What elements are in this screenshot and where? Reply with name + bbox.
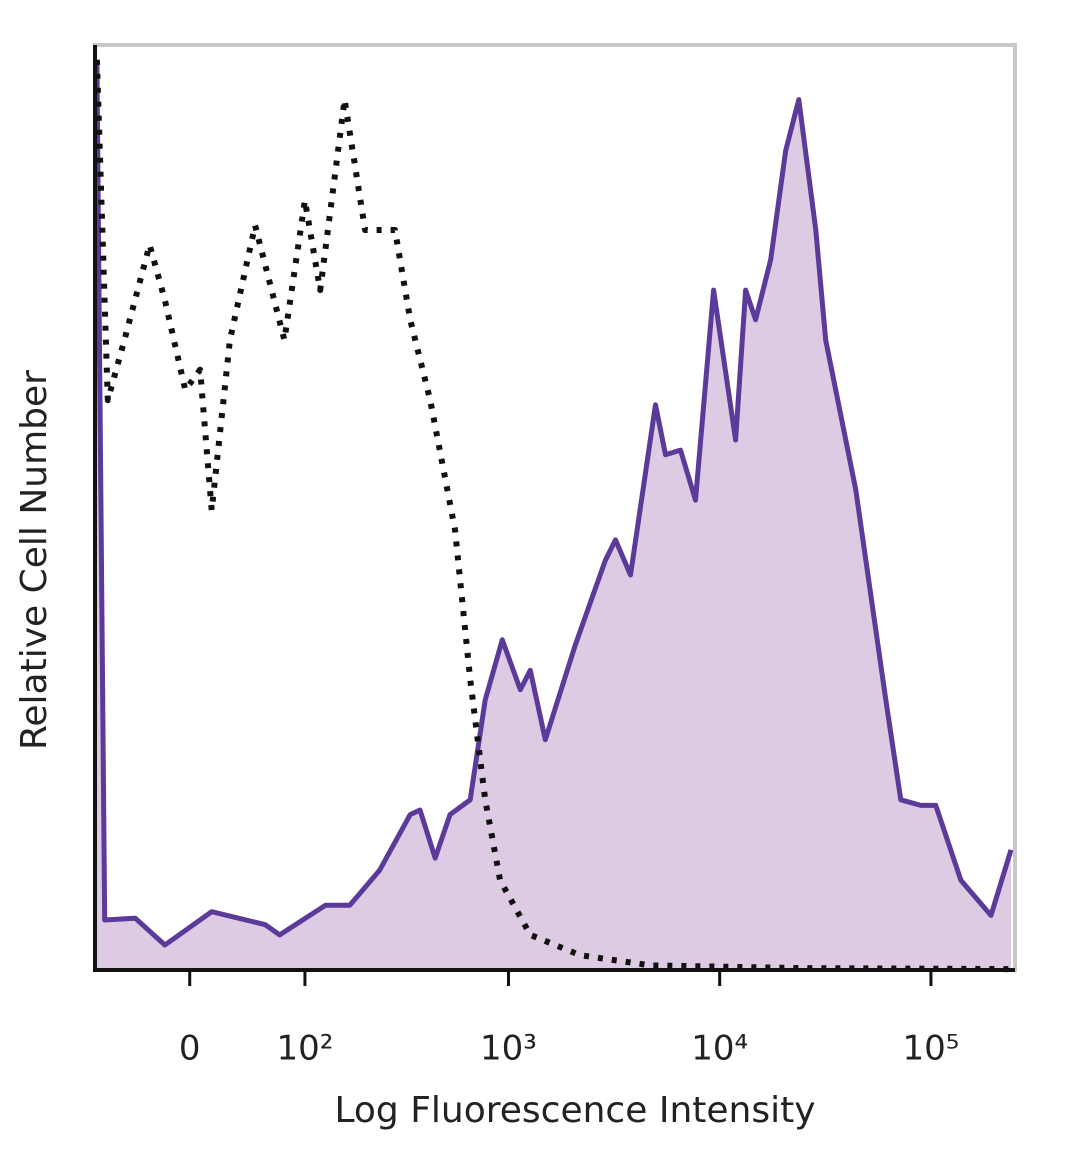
x-tick-label: 0 <box>179 1029 201 1069</box>
y-axis-label: Relative Cell Number <box>14 370 55 750</box>
histogram-line <box>93 59 1012 973</box>
x-tick-label: 10³ <box>480 1029 537 1069</box>
x-axis-label: Log Fluorescence Intensity <box>334 1090 815 1131</box>
histogram-line <box>94 59 1014 948</box>
x-tick-label: 10⁵ <box>902 1029 959 1069</box>
x-tick-label: 10² <box>276 1029 333 1069</box>
x-tick-label: 10⁴ <box>691 1029 748 1069</box>
histogram-area <box>96 59 1011 971</box>
plot-area <box>93 59 1014 973</box>
